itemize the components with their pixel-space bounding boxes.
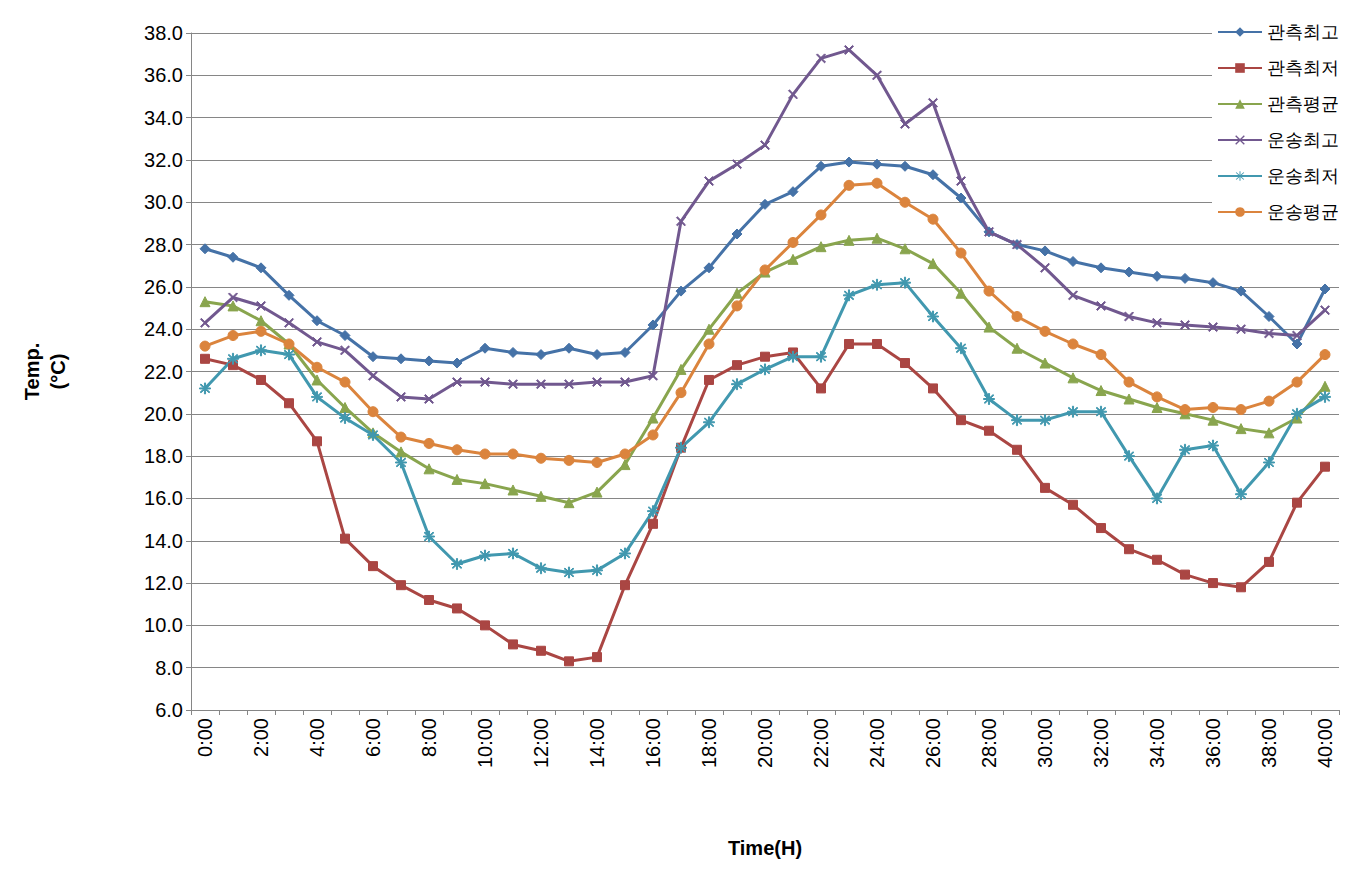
svg-text:8:00: 8:00: [418, 718, 440, 757]
svg-text:30:00: 30:00: [1034, 718, 1056, 768]
svg-text:관측최고: 관측최고: [1267, 22, 1339, 42]
svg-text:26.0: 26.0: [144, 276, 183, 298]
svg-text:22:00: 22:00: [810, 718, 832, 768]
svg-text:22.0: 22.0: [144, 361, 183, 383]
svg-text:운송평균: 운송평균: [1267, 202, 1339, 222]
svg-text:18:00: 18:00: [698, 718, 720, 768]
svg-text:18.0: 18.0: [144, 445, 183, 467]
svg-text:12.0: 12.0: [144, 572, 183, 594]
svg-text:30.0: 30.0: [144, 191, 183, 213]
svg-text:10:00: 10:00: [474, 718, 496, 768]
svg-text:6.0: 6.0: [155, 699, 183, 721]
svg-text:0:00: 0:00: [194, 718, 216, 757]
svg-text:40:00: 40:00: [1314, 718, 1336, 768]
svg-text:24.0: 24.0: [144, 318, 183, 340]
svg-text:14:00: 14:00: [586, 718, 608, 768]
svg-text:16.0: 16.0: [144, 487, 183, 509]
svg-text:관측최저: 관측최저: [1267, 58, 1339, 78]
svg-text:16:00: 16:00: [642, 718, 664, 768]
svg-text:14.0: 14.0: [144, 530, 183, 552]
svg-text:26:00: 26:00: [922, 718, 944, 768]
svg-text:12:00: 12:00: [530, 718, 552, 768]
svg-text:24:00: 24:00: [866, 718, 888, 768]
svg-text:운송최고: 운송최고: [1267, 130, 1339, 150]
svg-text:6:00: 6:00: [362, 718, 384, 757]
svg-text:2:00: 2:00: [250, 718, 272, 757]
svg-text:34:00: 34:00: [1146, 718, 1168, 768]
svg-text:32.0: 32.0: [144, 149, 183, 171]
svg-text:38:00: 38:00: [1258, 718, 1280, 768]
svg-text:Temp.: Temp.: [21, 343, 43, 400]
svg-text:36.0: 36.0: [144, 64, 183, 86]
svg-text:(°C): (°C): [47, 354, 69, 390]
svg-text:28.0: 28.0: [144, 234, 183, 256]
svg-text:32:00: 32:00: [1090, 718, 1112, 768]
svg-text:4:00: 4:00: [306, 718, 328, 757]
svg-text:20:00: 20:00: [754, 718, 776, 768]
svg-text:28:00: 28:00: [978, 718, 1000, 768]
svg-text:34.0: 34.0: [144, 107, 183, 129]
svg-text:20.0: 20.0: [144, 403, 183, 425]
svg-text:38.0: 38.0: [144, 22, 183, 44]
svg-text:36:00: 36:00: [1202, 718, 1224, 768]
svg-text:10.0: 10.0: [144, 614, 183, 636]
svg-text:관측평균: 관측평균: [1267, 94, 1339, 114]
svg-text:Time(H): Time(H): [728, 837, 802, 859]
svg-text:8.0: 8.0: [155, 657, 183, 679]
svg-text:운송최저: 운송최저: [1267, 166, 1339, 186]
